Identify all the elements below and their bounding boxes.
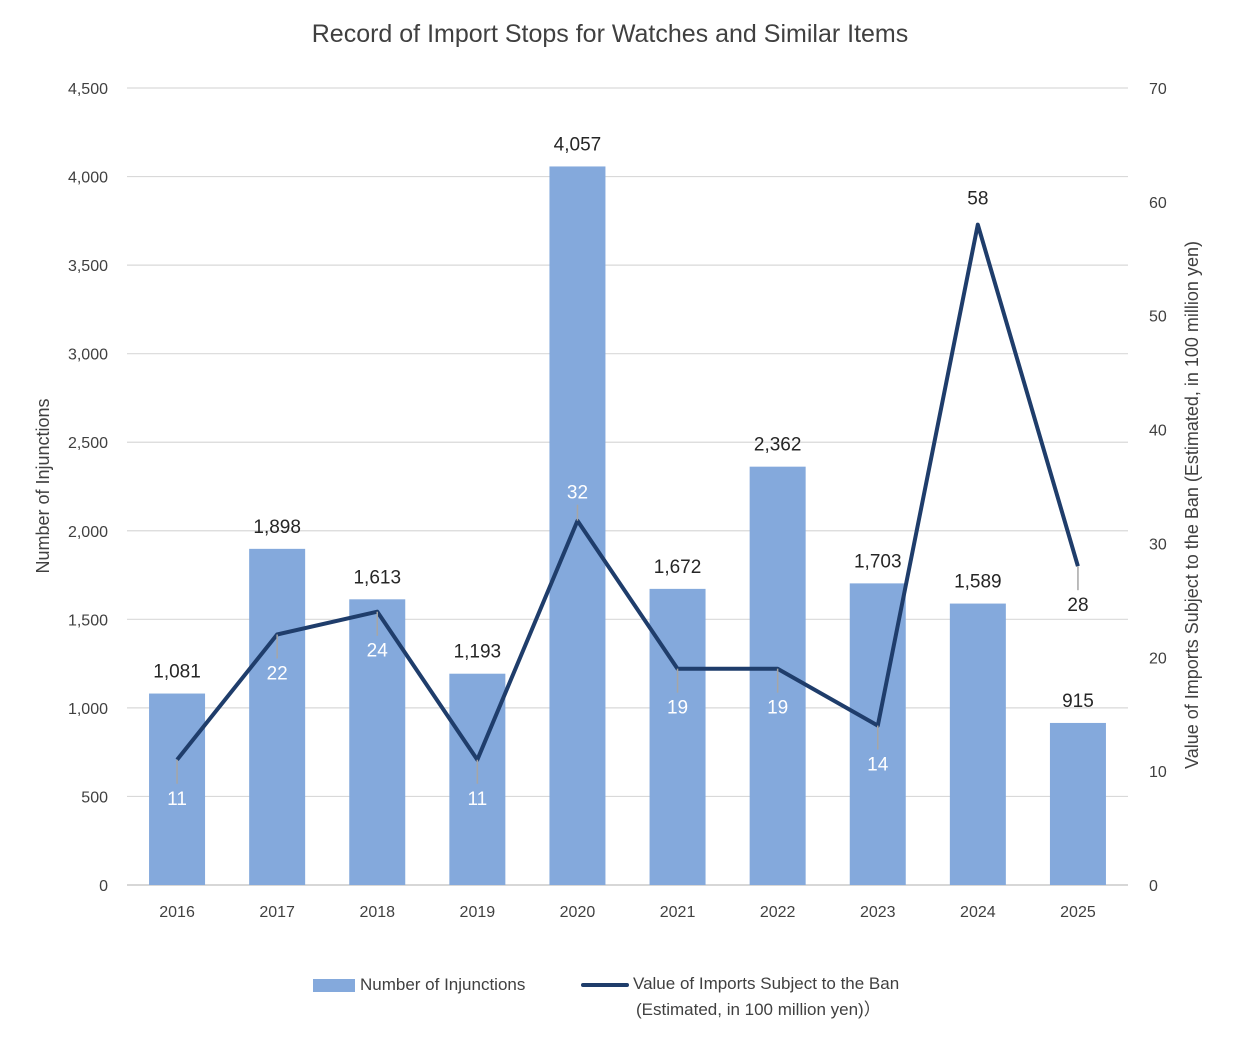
bar-data-label: 1,613 — [353, 567, 401, 588]
bar — [1049, 722, 1106, 885]
x-tick-label: 2021 — [660, 904, 696, 921]
bar-data-label: 1,672 — [654, 557, 702, 578]
x-tick-label: 2018 — [359, 904, 395, 921]
legend-bar-swatch — [313, 979, 355, 992]
line-series — [175, 222, 1080, 762]
line-data-label: 24 — [367, 641, 389, 662]
left-tick-label: 0 — [99, 878, 108, 895]
right-tick-label: 20 — [1149, 650, 1167, 667]
line-data-label: 28 — [1067, 595, 1088, 616]
line-data-label: 22 — [267, 664, 288, 685]
bar — [349, 599, 406, 885]
legend: Number of Injunctions Value of Imports S… — [313, 974, 899, 1019]
bar-data-label: 1,898 — [253, 517, 301, 538]
x-tick-label: 2022 — [760, 904, 796, 921]
line-data-label: 19 — [767, 698, 788, 719]
bar — [949, 603, 1006, 885]
line-data-label: 11 — [167, 789, 187, 810]
left-tick-label: 3,500 — [68, 258, 108, 275]
x-tick-label: 2025 — [1060, 904, 1096, 921]
bar — [149, 693, 206, 885]
bar-data-label: 1,589 — [954, 572, 1002, 593]
x-tick-label: 2016 — [159, 904, 195, 921]
bar-data-label: 1,081 — [153, 662, 201, 683]
line-data-label: 32 — [567, 483, 588, 504]
line-data-label: 11 — [467, 789, 487, 810]
left-tick-label: 3,000 — [68, 347, 108, 364]
left-tick-label: 4,000 — [68, 170, 108, 187]
left-axis-label: Number of Injunctions — [33, 398, 53, 573]
bar-series — [149, 166, 1106, 886]
right-tick-label: 40 — [1149, 423, 1167, 440]
left-tick-label: 2,500 — [68, 435, 108, 452]
bar-data-label: 915 — [1062, 691, 1094, 712]
x-tick-label: 2024 — [960, 904, 996, 921]
bar-data-label: 1,193 — [454, 642, 502, 663]
right-axis-label: Value of Imports Subject to the Ban (Est… — [1182, 241, 1202, 769]
x-tick-label: 2019 — [460, 904, 496, 921]
bar-data-label: 1,703 — [854, 551, 902, 572]
left-tick-label: 2,000 — [68, 524, 108, 541]
bar — [649, 588, 706, 885]
x-tick-label: 2017 — [259, 904, 295, 921]
right-tick-label: 30 — [1149, 536, 1167, 553]
right-tick-label: 70 — [1149, 81, 1167, 98]
left-tick-label: 1,000 — [68, 701, 108, 718]
legend-line-label-unit: (Estimated, in 100 million yen)） — [636, 1000, 881, 1019]
legend-bar-label: Number of Injunctions — [360, 975, 525, 994]
data-labels: 1,081 1,898 1,613 1,193 4,057 1,672 2,362 1,703… — [153, 134, 1094, 809]
left-tick-label: 1,500 — [68, 612, 108, 629]
bar — [249, 548, 306, 885]
line-data-label: 19 — [667, 698, 688, 719]
line-data-label: 58 — [967, 189, 988, 210]
right-tick-label: 10 — [1149, 764, 1167, 781]
chart-title: Record of Import Stops for Watches and S… — [312, 20, 909, 48]
x-tick-label: 2023 — [860, 904, 896, 921]
right-tick-label: 60 — [1149, 195, 1167, 212]
bar-data-label: 4,057 — [554, 134, 602, 155]
right-tick-label: 50 — [1149, 309, 1167, 326]
legend-line-label: Value of Imports Subject to the Ban — [633, 974, 899, 993]
right-tick-label: 0 — [1149, 878, 1158, 895]
bar-data-label: 2,362 — [754, 435, 802, 456]
axis-ticks: 05001,0001,5002,0002,5003,0003,5004,0004… — [68, 81, 1167, 921]
line-data-label: 14 — [867, 755, 889, 776]
left-tick-label: 4,500 — [68, 81, 108, 98]
line-path — [175, 222, 1080, 762]
left-tick-label: 500 — [81, 789, 108, 806]
x-tick-label: 2020 — [560, 904, 596, 921]
